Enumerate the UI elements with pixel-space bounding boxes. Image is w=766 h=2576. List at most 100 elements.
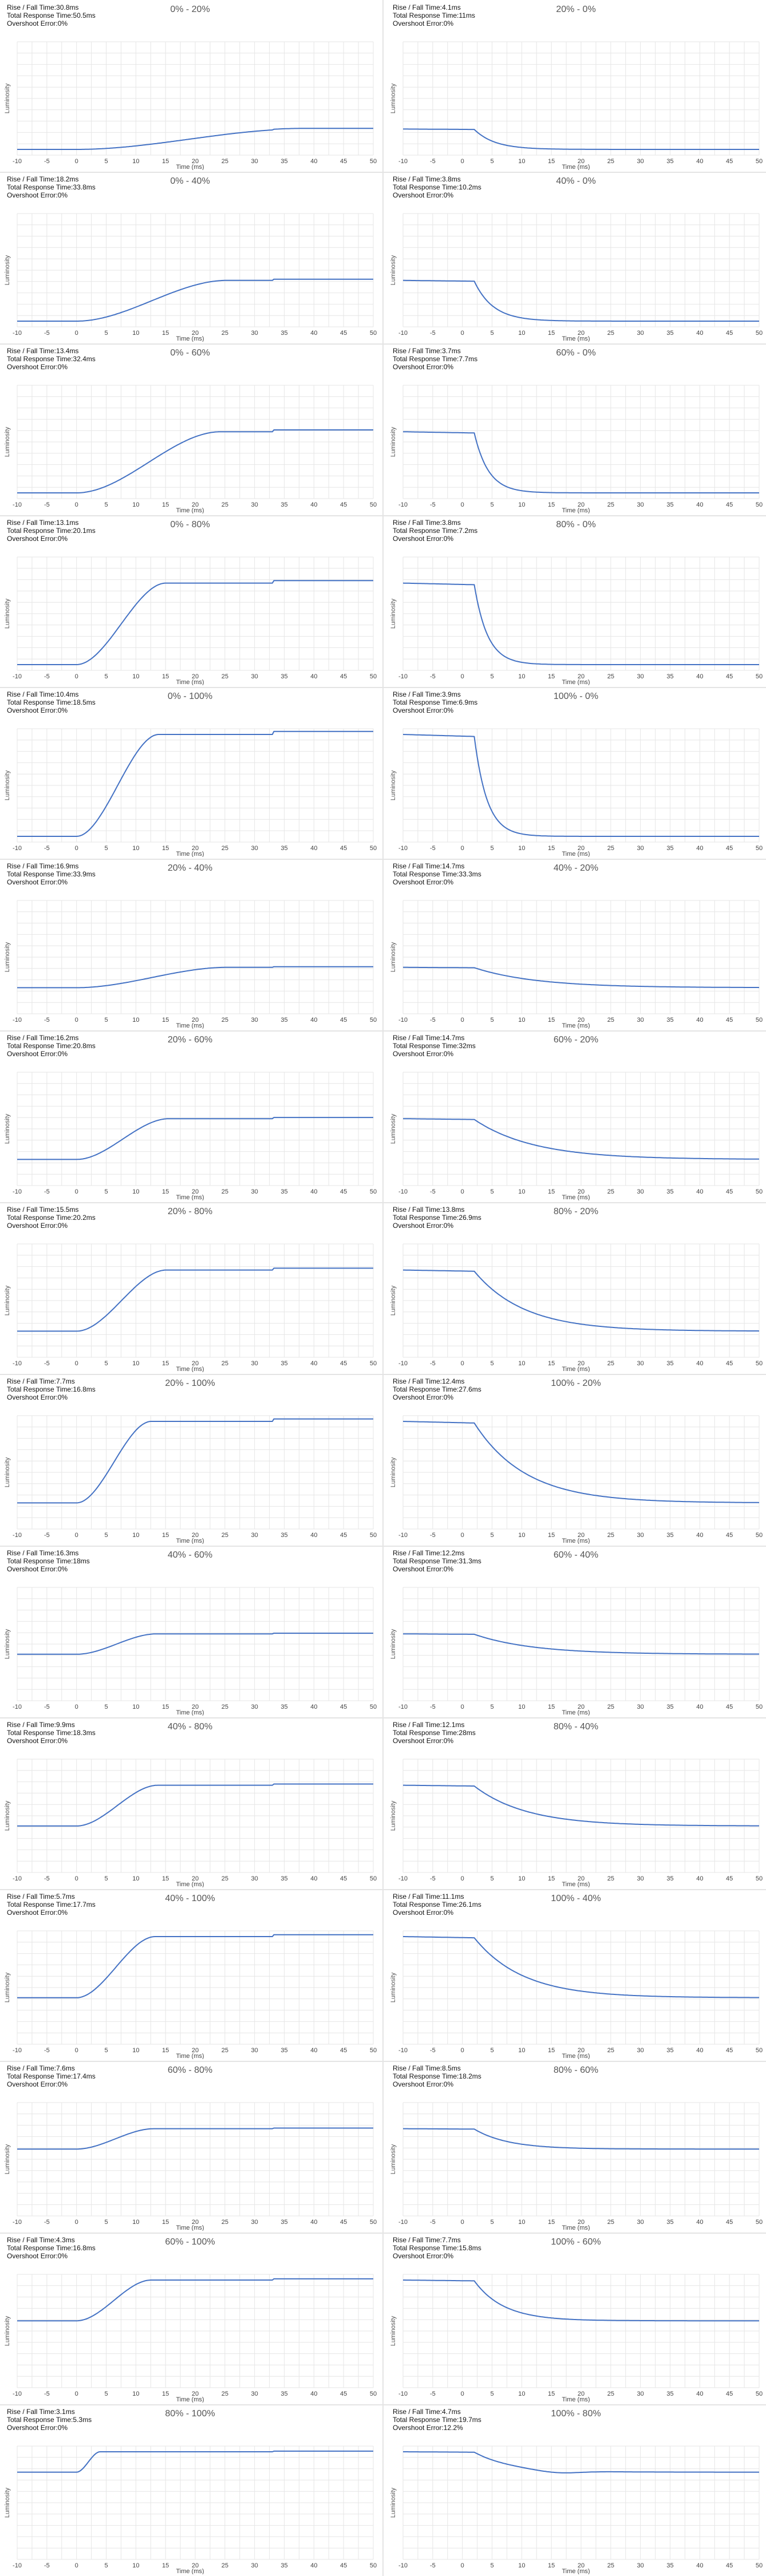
x-tick-label: 30	[251, 501, 258, 508]
x-tick-label: 20	[192, 2047, 199, 2054]
chart-panel: Rise / Fall Time:13.1ms Total Response Ti…	[1, 517, 379, 685]
response-curve	[403, 2279, 759, 2322]
row-divider	[0, 343, 766, 345]
x-tick-label: 25	[222, 1704, 228, 1710]
x-tick-label: -10	[13, 673, 22, 680]
x-tick-label: 30	[251, 1360, 258, 1367]
x-tick-label: 10	[132, 2219, 139, 2226]
row-divider	[0, 1030, 766, 1032]
x-tick-label: -5	[44, 2562, 50, 2569]
x-tick-label: 25	[607, 2562, 614, 2569]
x-tick-label: -10	[13, 1360, 22, 1367]
x-tick-label: 10	[518, 2391, 525, 2397]
x-tick-label: 50	[370, 845, 377, 852]
x-tick-label: 25	[222, 1532, 228, 1539]
x-tick-label: -5	[44, 1360, 50, 1367]
x-tick-label: 5	[104, 1017, 108, 1024]
chart-title: 60% - 0%	[556, 348, 595, 358]
x-tick-label: 20	[578, 158, 585, 165]
chart-panel: Rise / Fall Time:18.2ms Total Response Ti…	[1, 173, 379, 342]
x-tick-label: 15	[548, 673, 555, 680]
chart-title: 100% - 60%	[551, 2237, 601, 2247]
x-tick-label: 40	[310, 845, 317, 852]
x-tick-label: 45	[726, 1360, 733, 1367]
x-tick-label: 35	[666, 2391, 673, 2397]
x-tick-label: 45	[340, 330, 347, 337]
stat-text: Overshoot Error:0%	[7, 1737, 68, 1745]
stat-text: Overshoot Error:0%	[7, 1565, 68, 1573]
x-tick-label: 40	[310, 1188, 317, 1195]
x-tick-label: 30	[251, 673, 258, 680]
x-axis-label: Time (ms)	[176, 1709, 204, 1716]
x-tick-label: 45	[340, 1188, 347, 1195]
x-tick-label: -10	[13, 1017, 22, 1024]
x-tick-label: 25	[222, 2391, 228, 2397]
x-tick-label: -5	[44, 2391, 50, 2397]
x-tick-label: 5	[490, 2219, 493, 2226]
stat-text: Overshoot Error:0%	[7, 1222, 68, 1230]
x-tick-label: 15	[548, 2391, 555, 2397]
y-axis-label: Luminosity	[390, 1800, 397, 1831]
x-tick-label: 45	[340, 2391, 347, 2397]
stat-text: Total Response Time:18.3ms	[7, 1729, 96, 1737]
stat-text: Total Response Time:32.4ms	[7, 355, 96, 363]
x-tick-label: 25	[607, 845, 614, 852]
x-tick-label: 30	[637, 1360, 644, 1367]
x-tick-label: 45	[726, 1875, 733, 1882]
stat-text: Total Response Time:18.2ms	[393, 2072, 481, 2080]
chart-panel: Rise / Fall Time:3.7ms Total Response Tim…	[387, 345, 765, 513]
stat-text: Rise / Fall Time:7.7ms	[7, 1377, 75, 1385]
chart-title: 20% - 60%	[168, 1035, 212, 1045]
x-tick-label: 50	[370, 330, 377, 337]
x-tick-label: 0	[75, 1360, 78, 1367]
y-axis-label: Luminosity	[390, 1457, 397, 1487]
x-tick-label: -10	[13, 1704, 22, 1710]
response-curve	[403, 1269, 760, 1332]
x-tick-label: 25	[607, 501, 614, 508]
x-axis-label: Time (ms)	[562, 1022, 590, 1029]
response-curve	[403, 1118, 759, 1160]
y-axis-label: Luminosity	[390, 770, 397, 800]
x-tick-label: 5	[104, 501, 108, 508]
x-axis-label: Time (ms)	[176, 679, 204, 685]
x-tick-label: 0	[75, 1875, 78, 1882]
x-tick-label: 20	[192, 1532, 199, 1539]
x-tick-label: 15	[162, 673, 169, 680]
chart-title: 60% - 20%	[554, 1035, 598, 1045]
x-tick-label: 25	[607, 1360, 614, 1367]
x-tick-label: 50	[370, 1704, 377, 1710]
stat-text: Rise / Fall Time:16.3ms	[7, 1549, 78, 1557]
x-tick-label: 30	[251, 1532, 258, 1539]
x-tick-label: 5	[490, 845, 493, 852]
x-tick-label: 15	[162, 1017, 169, 1024]
stat-text: Total Response Time:20.1ms	[7, 527, 96, 535]
stat-text: Rise / Fall Time:3.8ms	[393, 175, 461, 183]
x-tick-label: 0	[75, 1532, 78, 1539]
y-axis-label: Luminosity	[4, 1800, 11, 1831]
x-tick-label: 35	[666, 1017, 673, 1024]
stat-text: Total Response Time:18ms	[7, 1557, 90, 1565]
stat-text: Rise / Fall Time:13.1ms	[7, 519, 78, 527]
x-tick-label: 0	[461, 1704, 464, 1710]
x-tick-label: -5	[44, 2219, 50, 2226]
x-tick-label: 10	[518, 673, 525, 680]
x-tick-label: 10	[518, 1017, 525, 1024]
x-tick-label: -5	[430, 2391, 436, 2397]
x-tick-label: 40	[696, 673, 703, 680]
row-divider	[0, 2061, 766, 2062]
x-tick-label: -10	[398, 158, 408, 165]
x-tick-label: -10	[398, 1188, 408, 1195]
x-tick-label: 35	[666, 1875, 673, 1882]
x-tick-label: 5	[490, 2391, 493, 2397]
x-axis-label: Time (ms)	[562, 335, 590, 342]
response-curve	[403, 431, 759, 493]
x-tick-label: 45	[340, 1704, 347, 1710]
chart-panel: Rise / Fall Time:5.7ms Total Response Tim…	[1, 1891, 379, 2059]
x-tick-label: 0	[461, 1360, 464, 1367]
stat-text: Overshoot Error:0%	[7, 878, 68, 886]
x-tick-label: 10	[518, 330, 525, 337]
